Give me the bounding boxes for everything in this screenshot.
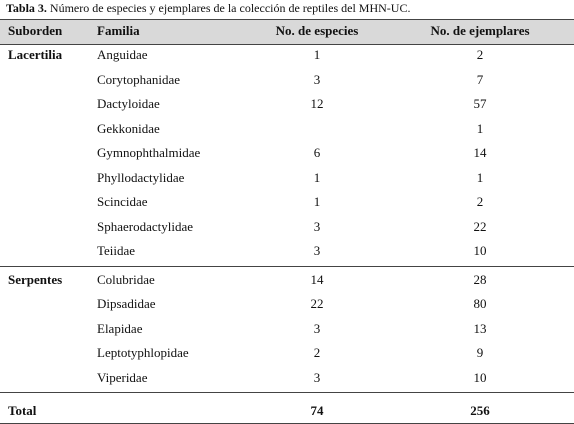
ejemplares: 80 [473, 296, 487, 311]
total-ejemplares: 256 [470, 403, 490, 418]
familia: Viperidae [97, 369, 148, 385]
caption-text: Número de especies y ejemplares de la co… [49, 1, 411, 15]
ejemplares: 10 [473, 243, 487, 258]
ejemplares: 10 [473, 369, 487, 385]
especies: 3 [313, 218, 321, 234]
especies: 3 [313, 320, 321, 336]
total-especies: 74 [310, 403, 324, 418]
column-header: Suborden [8, 23, 63, 38]
especies: 22 [310, 296, 324, 311]
familia: Corytophanidae [97, 71, 181, 87]
especies: 1 [313, 47, 321, 62]
ejemplares: 1 [476, 169, 484, 185]
familia: Anguidae [97, 47, 148, 62]
ejemplares: 14 [473, 145, 487, 160]
especies: 1 [313, 169, 321, 185]
ejemplares: 9 [476, 345, 484, 360]
ejemplares: 22 [473, 218, 487, 234]
caption-label: Tabla 3. [6, 1, 47, 15]
familia: Colubridae [97, 271, 155, 287]
column-header: No. de ejemplares [430, 23, 530, 38]
especies: 14 [310, 271, 324, 287]
especies: 12 [310, 96, 324, 111]
familia: Gymnophthalmidae [97, 145, 201, 160]
ejemplares: 57 [473, 96, 487, 111]
especies: 1 [313, 194, 321, 209]
rule [0, 265, 574, 267]
ejemplares: 28 [473, 271, 487, 287]
column-header: No. de especies [275, 23, 359, 38]
especies: 6 [313, 145, 321, 160]
rule [0, 392, 574, 393]
familia: Elapidae [97, 320, 143, 336]
especies: 3 [313, 71, 321, 87]
familia: Scincidae [97, 194, 148, 209]
suborden: Serpentes [8, 271, 63, 287]
familia: Leptotyphlopidae [97, 345, 189, 360]
suborden: Lacertilia [8, 47, 63, 62]
ejemplares: 13 [473, 320, 487, 336]
ejemplares: 1 [476, 120, 484, 136]
caption: Tabla 3. Número de especies y ejemplares… [6, 0, 410, 16]
familia: Gekkonidae [97, 120, 160, 136]
familia: Dactyloidae [97, 96, 160, 111]
column-header: Familia [97, 23, 140, 38]
especies: 3 [313, 369, 321, 385]
familia: Phyllodactylidae [97, 169, 185, 185]
header-row [0, 19, 574, 45]
ejemplares: 2 [476, 47, 484, 62]
familia: Teiidae [97, 243, 136, 258]
total-label: Total [8, 403, 37, 418]
familia: Dipsadidae [97, 296, 156, 311]
ejemplares: 7 [476, 71, 484, 87]
especies: 2 [313, 345, 321, 360]
familia: Sphaerodactylidae [97, 218, 194, 234]
especies: 3 [313, 243, 321, 258]
ejemplares: 2 [476, 194, 484, 209]
